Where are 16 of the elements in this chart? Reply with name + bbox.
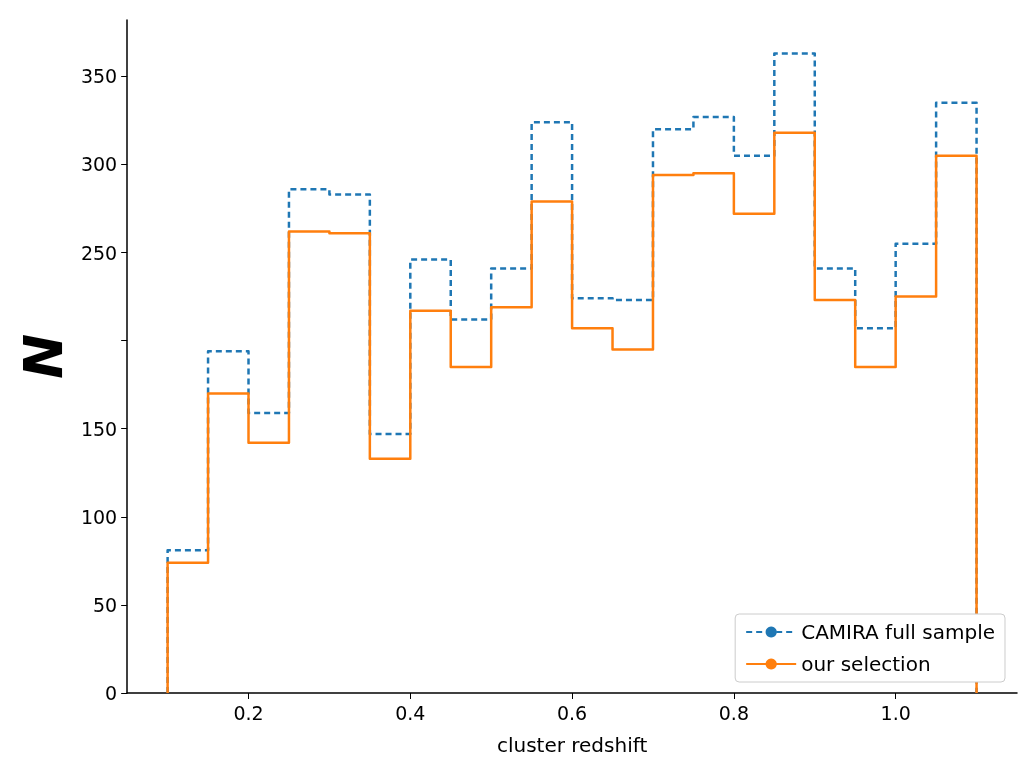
legend-label: CAMIRA full sample [801, 620, 995, 644]
y-tick-label: 50 [92, 593, 118, 616]
y-tick-label: 0 [105, 682, 118, 704]
x-tick-label: 0.2 [233, 701, 264, 724]
y-tick-label: 100 [80, 505, 118, 528]
y-tick-label: 150 [80, 417, 118, 440]
x-tick-label: 0.8 [718, 701, 749, 724]
x-tick-label: 1.0 [880, 701, 911, 724]
y-tick-label: 300 [80, 153, 118, 176]
x-tick-label: 0.6 [556, 701, 588, 724]
y-axis-title: N [11, 333, 75, 380]
x-tick-label: 0.4 [395, 701, 426, 724]
y-tick-label: 350 [80, 65, 118, 88]
legend-label: our selection [801, 652, 931, 676]
y-tick-label: 250 [80, 241, 118, 264]
x-axis-title: cluster redshift [496, 733, 648, 757]
